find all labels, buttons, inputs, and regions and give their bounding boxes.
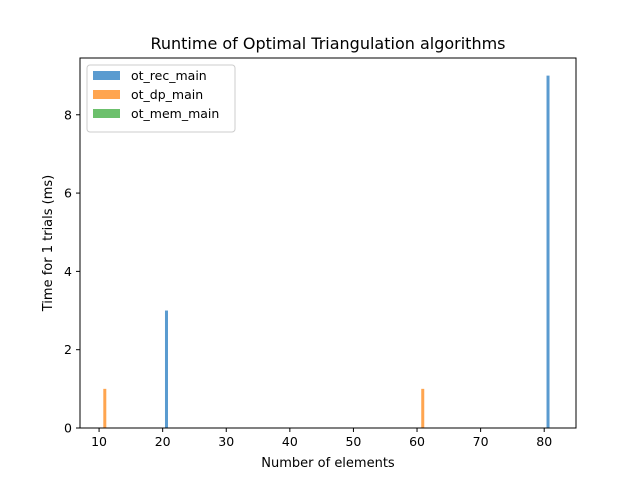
- x-tick-label: 80: [536, 434, 552, 449]
- legend-swatch-ot_mem_main: [93, 109, 120, 118]
- bars-layer: [103, 75, 550, 428]
- y-tick-label: 0: [64, 421, 72, 436]
- x-tick-label: 60: [409, 434, 425, 449]
- y-tick-label: 2: [64, 342, 72, 357]
- legend: ot_rec_main ot_dp_main ot_mem_main: [86, 64, 236, 133]
- bar-ot_dp_main-60: [421, 388, 425, 428]
- x-axis-ticks: 10 20 30 40 50 60 70 80: [91, 428, 552, 449]
- y-tick-label: 4: [64, 264, 72, 279]
- legend-swatch-ot_rec_main: [93, 71, 120, 80]
- legend-label-ot_mem_main: ot_mem_main: [131, 106, 219, 121]
- bar-ot_dp_main-10: [103, 388, 107, 428]
- chart-title: Runtime of Optimal Triangulation algorit…: [150, 34, 505, 53]
- x-tick-label: 50: [345, 434, 361, 449]
- y-tick-label: 8: [64, 107, 72, 122]
- bar-ot_rec_main-80: [546, 75, 550, 428]
- legend-label-ot_dp_main: ot_dp_main: [131, 87, 203, 102]
- legend-box: [86, 64, 236, 133]
- legend-swatch-ot_dp_main: [93, 90, 120, 99]
- y-axis-label: Time for 1 trials (ms): [41, 175, 56, 312]
- y-tick-label: 6: [64, 186, 72, 201]
- x-tick-label: 30: [218, 434, 234, 449]
- x-tick-label: 40: [282, 434, 298, 449]
- y-axis-ticks: 0 2 4 6 8: [64, 107, 80, 436]
- x-tick-label: 20: [155, 434, 171, 449]
- plot-frame: [79, 57, 577, 429]
- bar-ot_rec_main-20: [164, 310, 168, 428]
- x-axis-label: Number of elements: [261, 456, 395, 471]
- x-tick-label: 70: [473, 434, 489, 449]
- x-tick-label: 10: [91, 434, 107, 449]
- legend-label-ot_rec_main: ot_rec_main: [131, 68, 207, 83]
